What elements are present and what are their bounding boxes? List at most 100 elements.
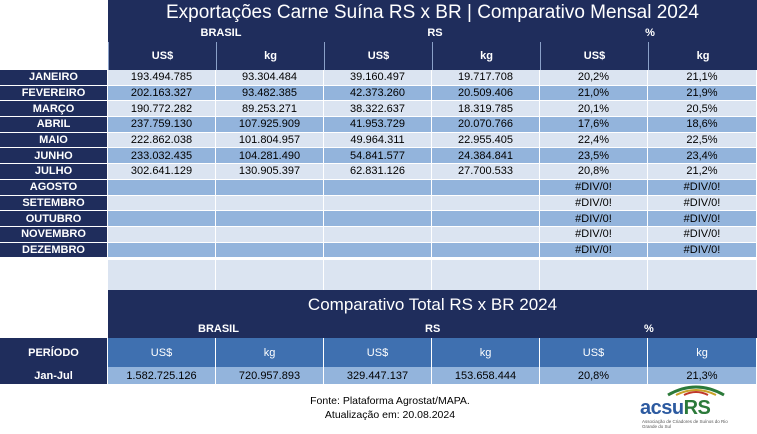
logo-subtitle: Associação de Criadores de Suínos do Rio…	[642, 419, 728, 429]
table-cell: 153.658.444	[432, 367, 540, 384]
table-cell: 23,4%	[648, 148, 757, 164]
table-cell	[108, 242, 216, 258]
table-cell: 20,5%	[648, 101, 757, 117]
spacer-cell	[108, 260, 216, 290]
table-cell: 21,0%	[540, 85, 648, 101]
table-cell: 20,8%	[540, 164, 648, 179]
unit-header: US$	[108, 42, 216, 70]
table-cell	[324, 242, 432, 258]
table-cell: 54.841.577	[324, 148, 432, 164]
table-cell: #DIV/0!	[540, 242, 648, 258]
table-cell: 18,6%	[648, 117, 757, 132]
total-title: Comparativo Total RS x BR 2024	[108, 290, 757, 320]
table-cell	[216, 226, 324, 242]
unit-header: US$	[540, 338, 648, 367]
group-header-row: BRASIL RS %	[108, 26, 757, 42]
table-cell: 21,2%	[648, 164, 757, 179]
table-cell	[108, 179, 216, 195]
group-rs: RS	[425, 323, 441, 335]
table-cell: #DIV/0!	[648, 179, 757, 195]
total-unit-row: PERÍODO US$ kg US$ kg US$ kg	[0, 338, 757, 367]
month-label: OUTUBRO	[0, 211, 108, 226]
table-row: JUNHO 233.032.435 104.281.490 54.841.577 24.…	[0, 148, 757, 165]
table-cell: 104.281.490	[216, 148, 324, 164]
table-row: JULHO 302.641.129 130.905.397 62.831.126 27.…	[0, 164, 757, 180]
table-cell: 190.772.282	[108, 101, 216, 117]
spacer-cell	[432, 260, 540, 290]
group-pct: %	[645, 27, 655, 39]
table-cell	[108, 195, 216, 211]
month-label: SETEMBRO	[0, 195, 108, 211]
table-cell: 93.304.484	[216, 70, 324, 85]
table-cell: 20.070.766	[432, 117, 540, 132]
table-cell: 42.373.260	[324, 85, 432, 101]
table-cell: 22,5%	[648, 132, 757, 148]
table-cell: 18.319.785	[432, 101, 540, 117]
page-title: Exportações Carne Suína RS x BR | Compar…	[108, 0, 757, 26]
spacer-cell	[0, 260, 108, 290]
table-row: NOVEMBRO #DIV/0! #DIV/0!	[0, 226, 757, 243]
month-label: JUNHO	[0, 148, 108, 164]
table-cell: #DIV/0!	[540, 211, 648, 226]
table-cell	[432, 195, 540, 211]
logo-swoosh-icon	[667, 385, 725, 397]
table-cell: 302.641.129	[108, 164, 216, 179]
table-cell: #DIV/0!	[648, 211, 757, 226]
table-cell: 38.322.637	[324, 101, 432, 117]
unit-header: kg	[432, 42, 540, 70]
table-cell: 49.964.311	[324, 132, 432, 148]
table-cell: 21,9%	[648, 85, 757, 101]
table-cell: 20.509.406	[432, 85, 540, 101]
table-cell: #DIV/0!	[540, 226, 648, 242]
table-cell: #DIV/0!	[648, 226, 757, 242]
month-label: ABRIL	[0, 117, 108, 132]
period-label: PERÍODO	[0, 338, 108, 367]
table-cell: #DIV/0!	[648, 242, 757, 258]
table-cell: 202.163.327	[108, 85, 216, 101]
table-row: SETEMBRO #DIV/0! #DIV/0!	[0, 195, 757, 212]
table-cell	[324, 211, 432, 226]
table-cell	[432, 211, 540, 226]
spacer-cell	[216, 260, 324, 290]
table-cell	[432, 179, 540, 195]
month-label: AGOSTO	[0, 179, 108, 195]
table-cell: #DIV/0!	[540, 195, 648, 211]
month-label: FEVEREIRO	[0, 85, 108, 101]
table-row: OUTUBRO #DIV/0! #DIV/0!	[0, 211, 757, 227]
unit-header: kg	[648, 338, 757, 367]
table-cell: 22,4%	[540, 132, 648, 148]
period-value: Jan-Jul	[0, 367, 108, 384]
spacer-cell	[324, 260, 432, 290]
unit-header: US$	[324, 338, 432, 367]
table-cell: 233.032.435	[108, 148, 216, 164]
table-cell: #DIV/0!	[540, 179, 648, 195]
table-cell: 20,2%	[540, 70, 648, 85]
table-cell: 62.831.126	[324, 164, 432, 179]
spacer-cell	[648, 260, 757, 290]
unit-header: kg	[216, 42, 324, 70]
table-row: JANEIRO 193.494.785 93.304.484 39.160.497 19…	[0, 70, 757, 86]
table-cell: 23,5%	[540, 148, 648, 164]
month-label: JANEIRO	[0, 70, 108, 85]
table-cell	[108, 211, 216, 226]
table-cell: 107.925.909	[216, 117, 324, 132]
spacer-cell	[540, 260, 648, 290]
unit-header: US$	[540, 42, 648, 70]
table-cell: 1.582.725.126	[108, 367, 216, 384]
logo-part1: acsu	[640, 397, 684, 419]
table-cell	[108, 226, 216, 242]
table-row: ABRIL 237.759.130 107.925.909 41.953.729 20.…	[0, 117, 757, 133]
table-cell: 101.804.957	[216, 132, 324, 148]
logo-wordmark: acsuRS	[640, 397, 711, 420]
table-cell: 20,1%	[540, 101, 648, 117]
month-label: JULHO	[0, 164, 108, 179]
table-row: MARÇO 190.772.282 89.253.271 38.322.637 18.3…	[0, 101, 757, 118]
table-row: AGOSTO #DIV/0! #DIV/0!	[0, 179, 757, 196]
table-cell	[216, 195, 324, 211]
table-cell: 20,8%	[540, 367, 648, 384]
group-brasil: BRASIL	[200, 27, 242, 39]
total-value-row: Jan-Jul 1.582.725.126 720.957.893 329.44…	[0, 367, 757, 384]
unit-header: kg	[432, 338, 540, 367]
table-row: MAIO 222.862.038 101.804.957 49.964.311 22.9…	[0, 132, 757, 149]
table-cell: 720.957.893	[216, 367, 324, 384]
